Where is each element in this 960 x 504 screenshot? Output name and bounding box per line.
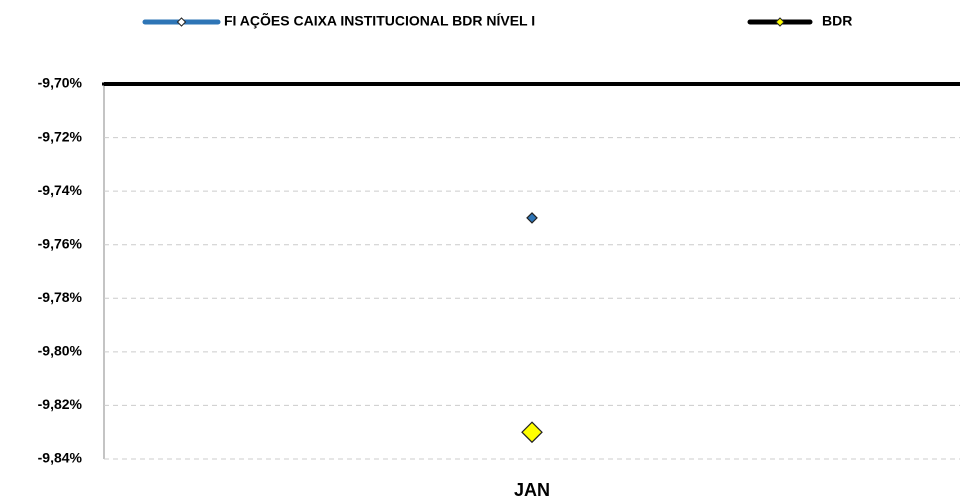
legend-label: BDR xyxy=(822,13,852,29)
y-tick-label: -9,74% xyxy=(38,182,83,198)
legend-label: FI AÇÕES CAIXA INSTITUCIONAL BDR NÍVEL I xyxy=(224,12,535,29)
y-tick-label: -9,84% xyxy=(38,450,83,466)
legend-marker xyxy=(775,17,785,27)
legend-marker xyxy=(176,17,187,27)
y-tick-label: -9,72% xyxy=(38,128,83,144)
y-tick-label: -9,70% xyxy=(38,75,83,91)
y-tick-label: -9,76% xyxy=(38,235,83,251)
y-tick-label: -9,82% xyxy=(38,396,83,412)
y-tick-label: -9,80% xyxy=(38,343,83,359)
y-tick-label: -9,78% xyxy=(38,289,83,305)
x-tick-label: JAN xyxy=(514,480,550,500)
data-point xyxy=(521,421,543,444)
data-point xyxy=(526,212,538,224)
